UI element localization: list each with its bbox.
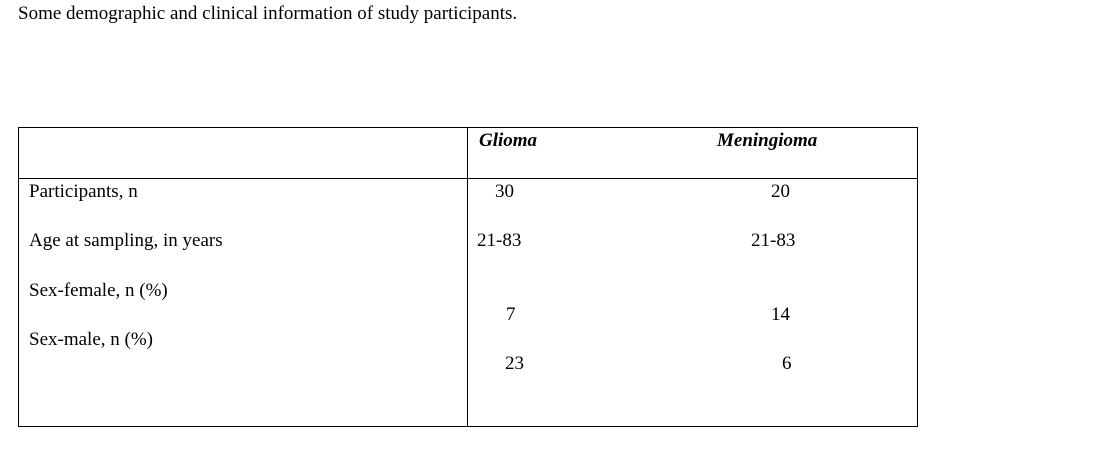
row-label: Sex-male, n (%) bbox=[29, 329, 153, 350]
cell: 30 bbox=[495, 181, 514, 202]
column-header: Meningioma bbox=[717, 130, 818, 151]
row-label: Age at sampling, in years bbox=[29, 230, 223, 251]
row-label: Participants, n bbox=[29, 181, 138, 202]
cell: 14 bbox=[771, 304, 790, 325]
row-label: Sex-female, n (%) bbox=[29, 280, 168, 301]
cell: 23 bbox=[505, 353, 524, 374]
cell: 20 bbox=[771, 181, 790, 202]
cell: 21-83 bbox=[477, 230, 522, 251]
header-divider bbox=[18, 178, 917, 179]
cell: 6 bbox=[782, 353, 792, 374]
table-border bbox=[18, 127, 918, 427]
column-divider bbox=[467, 127, 468, 426]
cell: 21-83 bbox=[751, 230, 796, 251]
cell: 7 bbox=[506, 304, 516, 325]
caption: Some demographic and clinical informatio… bbox=[18, 3, 518, 24]
column-header: Glioma bbox=[479, 130, 538, 151]
